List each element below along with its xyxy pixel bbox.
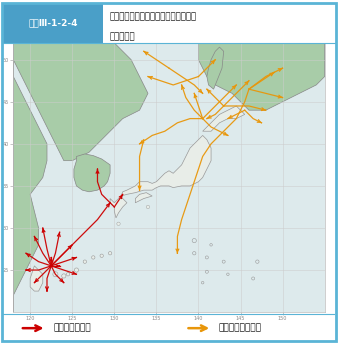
Polygon shape xyxy=(30,266,43,291)
Polygon shape xyxy=(74,154,110,192)
Circle shape xyxy=(108,251,112,255)
Polygon shape xyxy=(121,135,211,196)
Circle shape xyxy=(117,222,120,225)
Text: パターン例: パターン例 xyxy=(110,32,135,41)
Text: 絊急発進の対象となった航空機の飛行: 絊急発進の対象となった航空機の飛行 xyxy=(110,12,196,21)
Circle shape xyxy=(74,268,78,272)
Polygon shape xyxy=(110,199,127,218)
Text: ：ロシア機の経路: ：ロシア機の経路 xyxy=(219,324,262,333)
Text: ：中国機の経路: ：中国機の経路 xyxy=(53,324,91,333)
Polygon shape xyxy=(135,193,152,203)
Circle shape xyxy=(62,274,66,278)
Polygon shape xyxy=(13,43,47,312)
Circle shape xyxy=(66,273,70,276)
Circle shape xyxy=(146,205,150,209)
Polygon shape xyxy=(198,43,325,110)
Circle shape xyxy=(53,272,58,277)
Polygon shape xyxy=(13,43,148,161)
Bar xyxy=(3,3,103,43)
Circle shape xyxy=(100,254,103,258)
Polygon shape xyxy=(207,47,224,89)
Circle shape xyxy=(92,256,95,259)
Text: 図表Ⅲ-1-2-4: 図表Ⅲ-1-2-4 xyxy=(28,19,78,28)
Polygon shape xyxy=(203,106,245,131)
Circle shape xyxy=(83,260,87,263)
